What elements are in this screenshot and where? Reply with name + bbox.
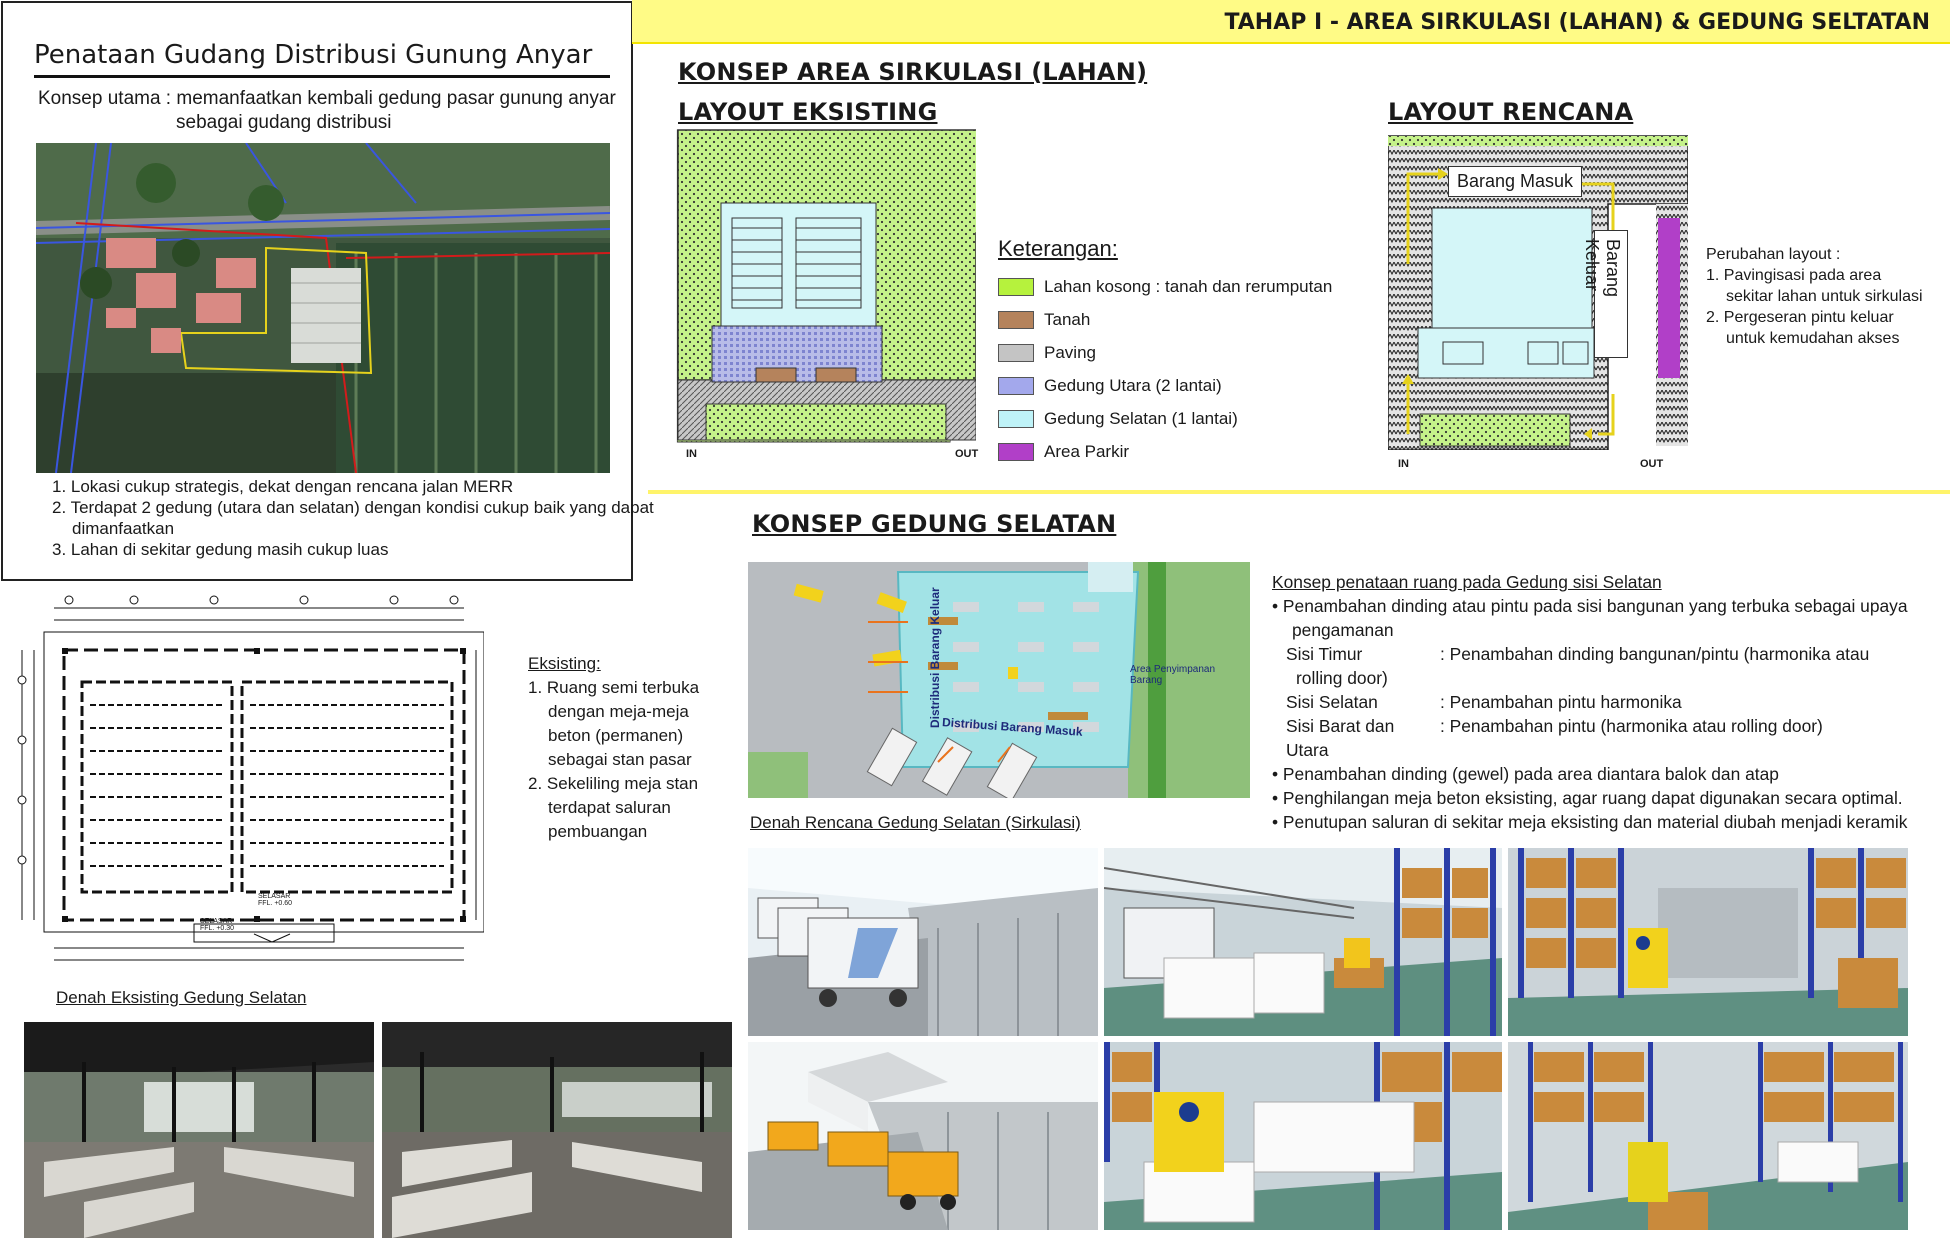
site-point: 3. Lahan di sekitar gedung masih cukup l… (52, 540, 389, 559)
existing-interior-photo-2 (382, 1022, 732, 1238)
legend-item: Gedung Selatan (1 lantai) (998, 402, 1332, 435)
legend-item: Gedung Utara (2 lantai) (998, 369, 1332, 402)
concept-line-1: Konsep utama : memanfaatkan kembali gedu… (38, 88, 616, 109)
existing-note: dengan meja-meja (548, 702, 689, 721)
phase-banner-title: TAHAP I - AREA SIRKULASI (LAHAN) & GEDUN… (1224, 10, 1930, 35)
ffl-label-1: FFL. +0.60 (258, 900, 293, 907)
concept-line: • Penutupan saluran di sekitar meja eksi… (1272, 812, 1908, 832)
layout-change-item: 1. Pavingisasi pada area (1706, 267, 1882, 284)
site-point: dimanfaatkan (72, 519, 175, 538)
phase-banner (632, 0, 1950, 44)
existing-note: beton (permanen) (548, 726, 684, 745)
render-label-distribution-out: Distribusi Barang Keluar (928, 587, 942, 728)
concept-title: Konsep penataan ruang pada Gedung sisi S… (1272, 572, 1662, 592)
concept-side-label: Sisi Selatan (1286, 692, 1378, 712)
existing-note: pembuangan (548, 822, 648, 841)
concept-side-desc: : Penambahan pintu harmonika (1440, 692, 1682, 712)
render-interior-racks-1 (1508, 848, 1908, 1036)
selasar-label-2: SELASAR (200, 918, 233, 925)
concept-line: • Penghilangan meja beton eksisting, aga… (1272, 788, 1903, 808)
planned-out-label: OUT (1640, 458, 1664, 470)
existing-note: 2. Sekeliling meja stan (528, 774, 699, 793)
legend-item: Tanah (998, 303, 1332, 336)
concept-line: • Penambahan dinding atau pintu pada sis… (1272, 596, 1908, 616)
existing-in-label: IN (686, 448, 697, 460)
south-building-concept: Konsep penataan ruang pada Gedung sisi S… (1272, 570, 1908, 834)
legend-swatch (998, 409, 1034, 428)
legend-item: Area Parkir (998, 435, 1332, 468)
concept-line-2: sebagai gudang distribusi (176, 112, 392, 133)
legend-swatch (998, 277, 1034, 296)
layout-change-item: 2. Pergeseran pintu keluar (1706, 309, 1894, 326)
ffl-label-2: FFL. +0.30 (200, 925, 235, 932)
section-divider (648, 490, 1950, 494)
existing-plan-caption: Denah Eksisting Gedung Selatan (56, 988, 307, 1007)
legend-item: Paving (998, 336, 1332, 369)
main-title: Penataan Gudang Distribusi Gunung Anyar (34, 40, 593, 70)
layout-changes-title: Perubahan layout : (1706, 246, 1841, 263)
legend-swatch (998, 442, 1034, 461)
legend-swatch (998, 310, 1034, 329)
goods-out-label: Barang Keluar (1582, 230, 1628, 358)
legend-title: Keterangan: (998, 236, 1118, 261)
concept-side-label: Sisi Barat dan Utara (1286, 716, 1395, 760)
selasar-label-1: SELASAR (258, 893, 291, 900)
south-building-heading: KONSEP GEDUNG SELATAN (752, 510, 1117, 538)
existing-notes: Eksisting: 1. Ruang semi terbuka dengan … (528, 652, 699, 844)
concept-line: pengamanan (1292, 620, 1394, 640)
render-exterior-trucks-1 (748, 848, 1098, 1036)
planned-layout-plan (1387, 134, 1689, 451)
site-point: 2. Terdapat 2 gedung (utara dan selatan)… (52, 498, 654, 517)
site-points-list: 1. Lokasi cukup strategis, dekat dengan … (52, 476, 654, 560)
title-rule (34, 75, 610, 78)
site-point: 1. Lokasi cukup strategis, dekat dengan … (52, 477, 514, 496)
aerial-site-photo (36, 143, 610, 473)
legend-swatch (998, 376, 1034, 395)
layout-change-item: untuk kemudahan akses (1726, 330, 1900, 347)
concept-line: • Penambahan dinding (gewel) pada area d… (1272, 764, 1779, 784)
south-circulation-render (748, 562, 1250, 798)
existing-note: terdapat saluran (548, 798, 671, 817)
render-interior-forklift-1 (1104, 1042, 1502, 1230)
existing-note: 1. Ruang semi terbuka (528, 678, 700, 697)
concept-side-label: Sisi Timur (1286, 644, 1363, 664)
existing-layout-heading: LAYOUT EKSISTING (678, 98, 938, 126)
existing-out-label: OUT (955, 448, 979, 460)
plan-layout-heading: LAYOUT RENCANA (1388, 98, 1634, 126)
planned-in-label: IN (1398, 458, 1409, 470)
existing-layout-plan (676, 128, 1135, 444)
layout-change-item: sekitar lahan untuk sirkulasi (1726, 288, 1923, 305)
lahan-heading: KONSEP AREA SIRKULASI (LAHAN) (678, 58, 1148, 86)
existing-notes-title: Eksisting: (528, 654, 601, 673)
layout-changes: Perubahan layout : 1. Pavingisasi pada a… (1706, 244, 1923, 349)
existing-floor-plan (14, 590, 485, 970)
goods-in-label: Barang Masuk (1448, 166, 1583, 197)
render-interior-loading (1104, 848, 1502, 1036)
concept-line: rolling door) (1296, 668, 1388, 688)
legend-swatch (998, 343, 1034, 362)
concept-side-desc: : Penambahan dinding bangunan/pintu (har… (1440, 644, 1870, 664)
legend: Lahan kosong : tanah dan rerumputan Tana… (998, 270, 1332, 468)
concept-side-desc: : Penambahan pintu (harmonika atau rolli… (1440, 716, 1823, 736)
legend-item: Lahan kosong : tanah dan rerumputan (998, 270, 1332, 303)
existing-interior-photo-1 (24, 1022, 374, 1238)
render-exterior-trucks-2 (748, 1042, 1098, 1230)
overview-panel (1, 1, 633, 581)
render-interior-racks-2 (1508, 1042, 1908, 1230)
render-label-storage-area: Area Penyimpanan Barang (1130, 664, 1216, 686)
planned-plan-caption: Denah Rencana Gedung Selatan (Sirkulasi) (750, 813, 1081, 832)
existing-note: sebagai stan pasar (548, 750, 692, 769)
